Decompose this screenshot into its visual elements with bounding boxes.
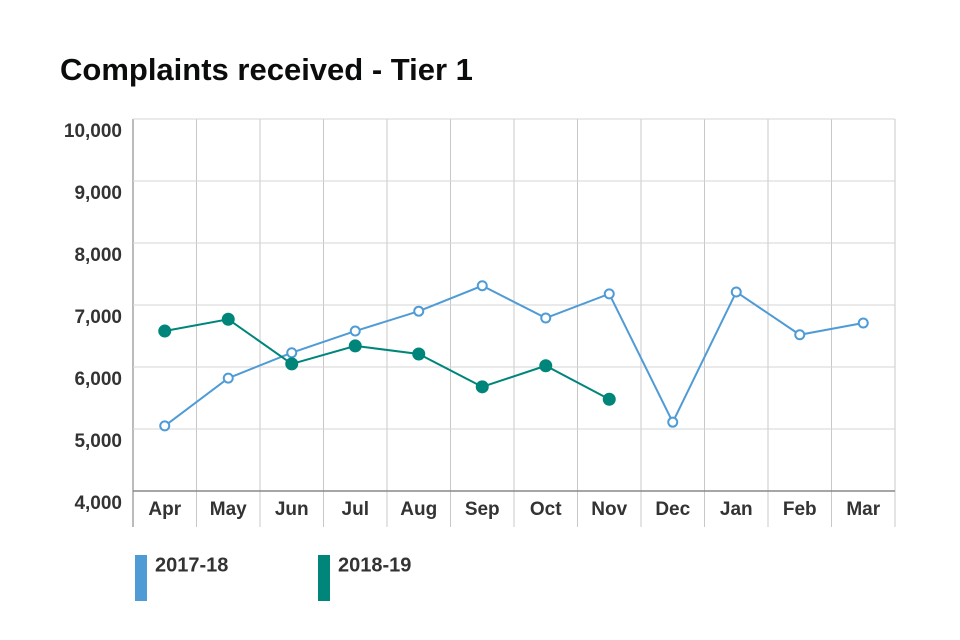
x-tick-label: Aug: [400, 499, 437, 520]
x-tick-label: Feb: [783, 499, 817, 520]
data-point: [413, 305, 425, 317]
data-point: [222, 372, 234, 384]
x-tick-label: Sep: [465, 499, 500, 520]
data-point: [857, 317, 869, 329]
data-point: [730, 286, 742, 298]
data-point: [158, 324, 172, 338]
data-point: [794, 329, 806, 341]
data-point: [476, 280, 488, 292]
data-point: [286, 347, 298, 359]
data-point: [539, 359, 553, 373]
x-tick-label: Apr: [148, 499, 181, 520]
data-point: [603, 288, 615, 300]
x-tick-label: Nov: [591, 499, 627, 520]
x-tick-label: Dec: [655, 499, 690, 520]
data-point: [412, 347, 426, 361]
y-tick-label: 9,000: [74, 183, 122, 204]
y-tick-label: 6,000: [74, 369, 122, 390]
y-tick-label: 7,000: [74, 307, 122, 328]
legend-label: 2018-19: [338, 554, 411, 576]
y-tick-label: 10,000: [64, 121, 122, 142]
x-tick-label: May: [210, 499, 247, 520]
data-point: [540, 312, 552, 324]
legend-swatch: [135, 555, 147, 601]
chart-title: Complaints received - Tier 1: [60, 52, 473, 87]
legend-swatch: [318, 555, 330, 601]
y-tick-label: 8,000: [74, 245, 122, 266]
data-point: [348, 339, 362, 353]
data-point: [285, 357, 299, 371]
data-point: [667, 416, 679, 428]
data-point: [159, 420, 171, 432]
y-tick-label: 5,000: [74, 431, 122, 452]
x-tick-label: Mar: [846, 499, 880, 520]
x-tick-label: Oct: [530, 499, 562, 520]
x-tick-label: Jul: [342, 499, 369, 520]
data-point: [475, 380, 489, 394]
legend-label: 2017-18: [155, 554, 228, 576]
x-tick-label: Jan: [720, 499, 753, 520]
y-tick-label: 4,000: [74, 493, 122, 514]
series-line: [164, 318, 610, 401]
data-point: [349, 325, 361, 337]
data-point: [602, 392, 616, 406]
x-tick-label: Jun: [275, 499, 309, 520]
data-point: [221, 312, 235, 326]
